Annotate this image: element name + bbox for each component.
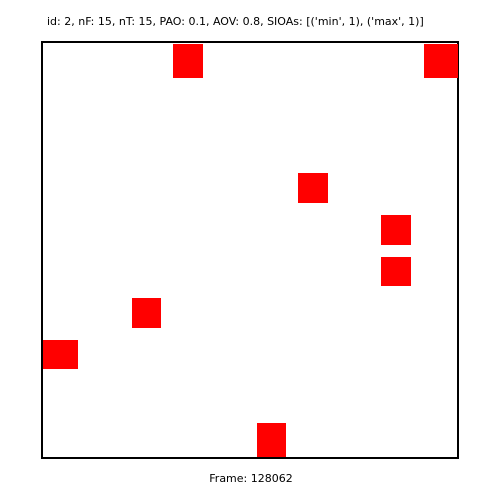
red-squares (43, 44, 458, 457)
red-square (173, 44, 203, 78)
red-square (381, 257, 411, 286)
arena-border (41, 41, 459, 459)
red-square (424, 44, 458, 78)
red-square (43, 340, 78, 369)
red-square (298, 173, 328, 203)
red-square (257, 423, 286, 457)
red-square (132, 298, 161, 328)
red-square (381, 215, 411, 245)
simulation-parameters-header: id: 2, nF: 15, nT: 15, PAO: 0.1, AOV: 0.… (47, 15, 424, 28)
frame-counter: Frame: 128062 (209, 472, 293, 485)
